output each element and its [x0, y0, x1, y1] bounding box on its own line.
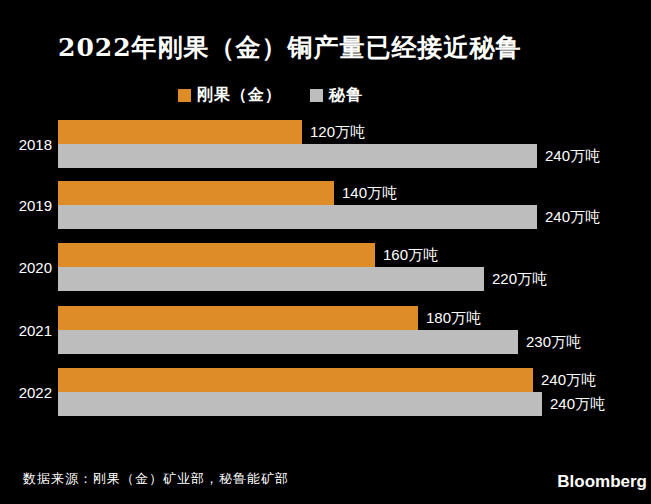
legend-label-congo: 刚果（金）	[197, 85, 282, 106]
year-label: 2022	[0, 384, 52, 401]
bar-congo	[58, 243, 375, 267]
legend: 刚果（金） 秘鲁	[178, 85, 363, 106]
peru-value-label: 220万吨	[492, 267, 547, 291]
bar-group-2022: 2022 240万吨 240万吨	[0, 368, 651, 416]
congo-swatch-icon	[178, 89, 191, 102]
peru-value-label: 240万吨	[550, 392, 605, 416]
congo-value-label: 120万吨	[310, 120, 365, 144]
bar-peru	[58, 330, 518, 354]
bar-congo	[58, 181, 334, 205]
peru-value-label: 230万吨	[526, 330, 581, 354]
bar-peru	[58, 144, 537, 168]
bloomberg-logo: Bloomberg	[557, 472, 647, 492]
bar-group-2021: 2021 180万吨 230万吨	[0, 306, 651, 354]
bar-group-2018: 2018 120万吨 240万吨	[0, 120, 651, 168]
peru-value-label: 240万吨	[545, 205, 600, 229]
bar-congo	[58, 306, 418, 330]
bar-group-2020: 2020 160万吨 220万吨	[0, 243, 651, 291]
bar-group-2019: 2019 140万吨 240万吨	[0, 181, 651, 229]
peru-value-label: 240万吨	[545, 144, 600, 168]
congo-value-label: 160万吨	[383, 243, 438, 267]
source-note: 数据来源：刚果（金）矿业部，秘鲁能矿部	[23, 470, 289, 488]
year-label: 2020	[0, 259, 52, 276]
year-label: 2021	[0, 322, 52, 339]
legend-label-peru: 秘鲁	[329, 85, 363, 106]
congo-value-label: 240万吨	[541, 368, 596, 392]
bar-congo	[58, 368, 533, 392]
peru-swatch-icon	[310, 89, 323, 102]
bar-chart: 2022年刚果（金）铜产量已经接近秘鲁 刚果（金） 秘鲁 2018 120万吨 …	[0, 0, 651, 504]
congo-value-label: 180万吨	[426, 306, 481, 330]
bar-peru	[58, 267, 484, 291]
congo-value-label: 140万吨	[342, 181, 397, 205]
bar-congo	[58, 120, 302, 144]
legend-item-peru: 秘鲁	[310, 85, 363, 106]
year-label: 2019	[0, 197, 52, 214]
bar-peru	[58, 392, 542, 416]
legend-item-congo: 刚果（金）	[178, 85, 282, 106]
chart-title: 2022年刚果（金）铜产量已经接近秘鲁	[58, 31, 598, 64]
bar-peru	[58, 205, 537, 229]
year-label: 2018	[0, 136, 52, 153]
